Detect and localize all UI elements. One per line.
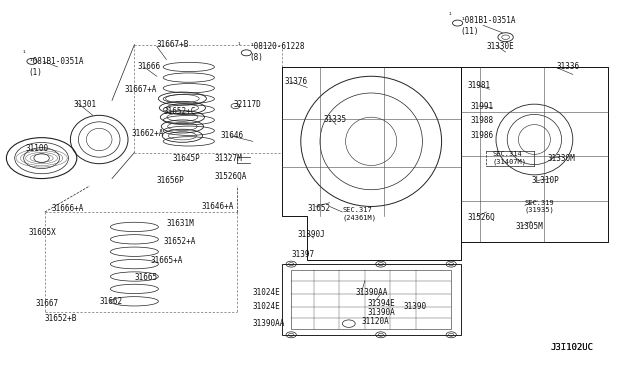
- Text: 31394E: 31394E: [368, 299, 396, 308]
- Text: 31662+A: 31662+A: [131, 129, 164, 138]
- Text: 31991: 31991: [470, 102, 493, 110]
- Text: 31330M: 31330M: [547, 154, 575, 163]
- Text: 31666+A: 31666+A: [51, 204, 84, 213]
- Text: 31390AA: 31390AA: [253, 319, 285, 328]
- Text: 31336: 31336: [557, 62, 580, 71]
- Text: 31390: 31390: [403, 302, 426, 311]
- Text: 31645P: 31645P: [173, 154, 200, 163]
- Text: SEC.314
(31407M): SEC.314 (31407M): [493, 151, 527, 165]
- Text: 31988: 31988: [470, 116, 493, 125]
- Text: 31327M: 31327M: [214, 154, 242, 163]
- Bar: [282, 264, 461, 335]
- Text: 31986: 31986: [470, 131, 493, 140]
- Text: 31631M: 31631M: [166, 219, 194, 228]
- Text: 31652: 31652: [307, 204, 330, 213]
- Text: 31981: 31981: [467, 81, 490, 90]
- Text: 32117D: 32117D: [234, 100, 261, 109]
- Text: J3I102UC: J3I102UC: [550, 343, 593, 352]
- Text: 3L310P: 3L310P: [531, 176, 559, 185]
- Text: 31656P: 31656P: [157, 176, 184, 185]
- Text: 31390AA: 31390AA: [355, 288, 388, 296]
- Text: 31667+B: 31667+B: [157, 40, 189, 49]
- Text: 31652+A: 31652+A: [163, 237, 196, 246]
- Text: 31100: 31100: [26, 144, 49, 153]
- Text: 31330E: 31330E: [486, 42, 514, 51]
- Text: J3I102UC: J3I102UC: [550, 343, 593, 352]
- Text: 31024E: 31024E: [253, 288, 280, 296]
- Text: 31665+A: 31665+A: [150, 256, 183, 265]
- Text: 31390A: 31390A: [368, 308, 396, 317]
- Text: 31665: 31665: [134, 273, 157, 282]
- Text: ¹081B1-0351A
(11): ¹081B1-0351A (11): [461, 16, 516, 36]
- Text: 31526QA: 31526QA: [214, 172, 247, 181]
- Text: 31301: 31301: [74, 100, 97, 109]
- Text: ¹08120-61228
(8): ¹08120-61228 (8): [250, 42, 305, 62]
- Text: SEC.317
(24361M): SEC.317 (24361M): [342, 207, 376, 221]
- Text: 31397: 31397: [291, 250, 314, 259]
- Text: ¹: ¹: [23, 51, 26, 57]
- Text: 31526Q: 31526Q: [467, 213, 495, 222]
- Text: 31662: 31662: [99, 297, 122, 306]
- Text: 31605X: 31605X: [29, 228, 56, 237]
- Text: 31666: 31666: [138, 62, 161, 71]
- Text: 31652+C: 31652+C: [163, 107, 196, 116]
- Text: ¹: ¹: [237, 43, 240, 49]
- Text: 31120A: 31120A: [362, 317, 389, 326]
- Text: 31667: 31667: [35, 299, 58, 308]
- Text: ¹: ¹: [449, 13, 451, 19]
- Text: 31335: 31335: [323, 115, 346, 124]
- Text: 31646+A: 31646+A: [202, 202, 234, 211]
- Text: 31667+A: 31667+A: [125, 85, 157, 94]
- Text: 31024E: 31024E: [253, 302, 280, 311]
- Text: 31646: 31646: [221, 131, 244, 140]
- Text: 31376: 31376: [285, 77, 308, 86]
- Text: SEC.319
(31935): SEC.319 (31935): [525, 200, 554, 213]
- Text: 31652+B: 31652+B: [45, 314, 77, 323]
- Bar: [291, 270, 451, 329]
- Text: 31390J: 31390J: [298, 230, 325, 239]
- Text: 31305M: 31305M: [515, 222, 543, 231]
- Text: ¹081B1-0351A
(1): ¹081B1-0351A (1): [29, 57, 84, 77]
